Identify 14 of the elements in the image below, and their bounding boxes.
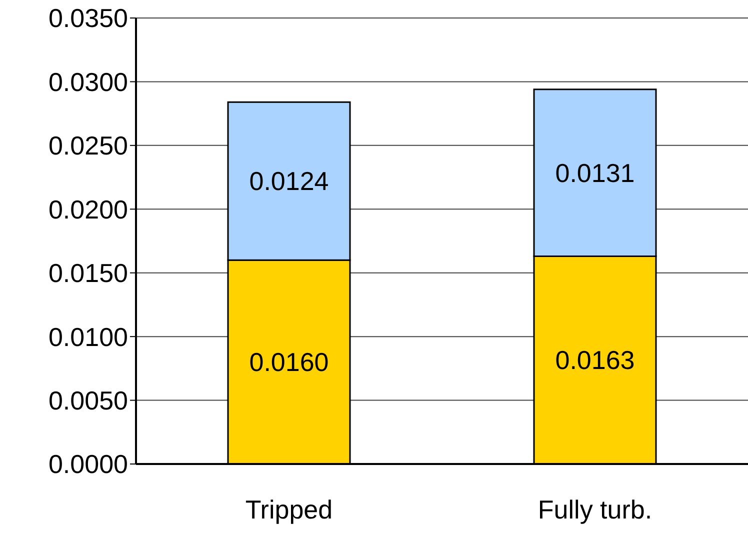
- data-label: 0.0160: [249, 347, 329, 378]
- data-label: 0.0131: [555, 158, 635, 188]
- y-tick-label: 0.0250: [48, 130, 128, 161]
- y-tick-label: 0.0100: [48, 322, 128, 352]
- x-tick-label: Tripped: [245, 494, 333, 524]
- data-label: 0.0163: [555, 345, 635, 376]
- data-label: 0.0124: [249, 166, 329, 196]
- y-tick-label: 0.0050: [48, 386, 128, 416]
- y-tick-label: 0.0200: [48, 194, 128, 224]
- y-tick-label: 0.0300: [48, 66, 128, 97]
- y-tick-label: 0.0000: [48, 449, 128, 480]
- x-tick-label: Fully turb.: [538, 494, 652, 524]
- y-tick-label: 0.0350: [48, 3, 128, 34]
- y-tick-label: 0.0150: [48, 258, 128, 288]
